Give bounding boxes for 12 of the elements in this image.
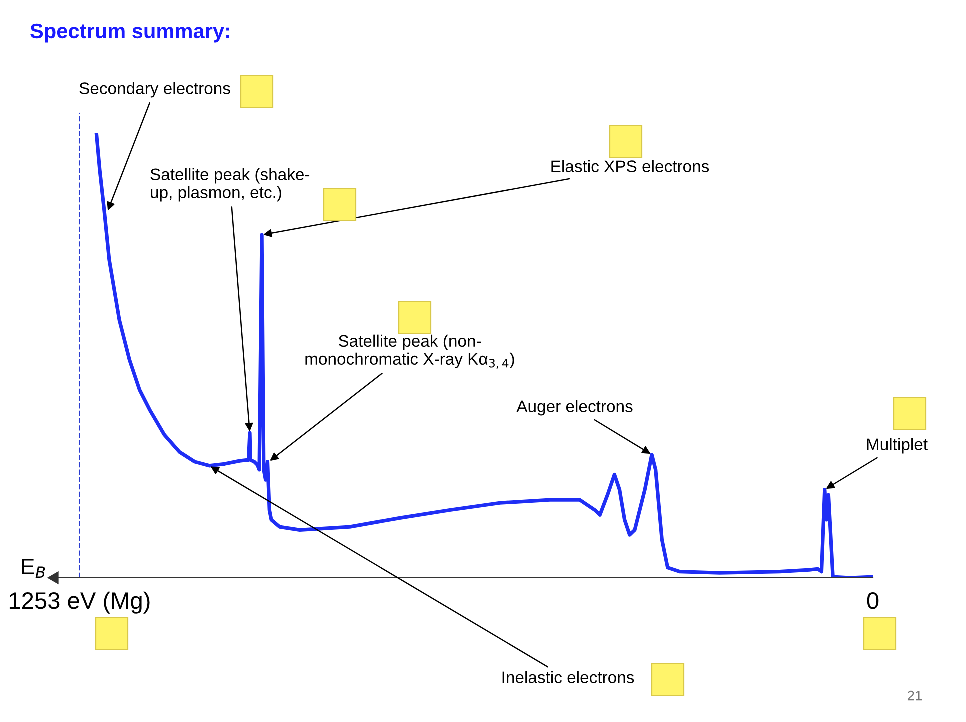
annotation: Satellite peak (shake- up, plasmon, etc.) [150, 168, 310, 202]
x-tick-label: 1253 eV (Mg) [10, 592, 150, 614]
x-tick-label: 0 [867, 592, 879, 610]
annotation: Inelastic electrons [502, 671, 634, 684]
annotation: Multiplet [867, 438, 928, 454]
annotation: Satellite peak (non- monochromatic X-ray Kα$_{3,4}$) [306, 334, 514, 369]
x-axis-title: E$_{B}$ [22, 559, 46, 578]
annotation: Elastic XPS electrons [552, 160, 710, 172]
annotation: Auger electrons [516, 400, 633, 416]
text: 21 [908, 690, 922, 701]
annotation: Secondary electrons [80, 82, 230, 98]
chart-title: Spectrum summary: [30, 24, 230, 43]
